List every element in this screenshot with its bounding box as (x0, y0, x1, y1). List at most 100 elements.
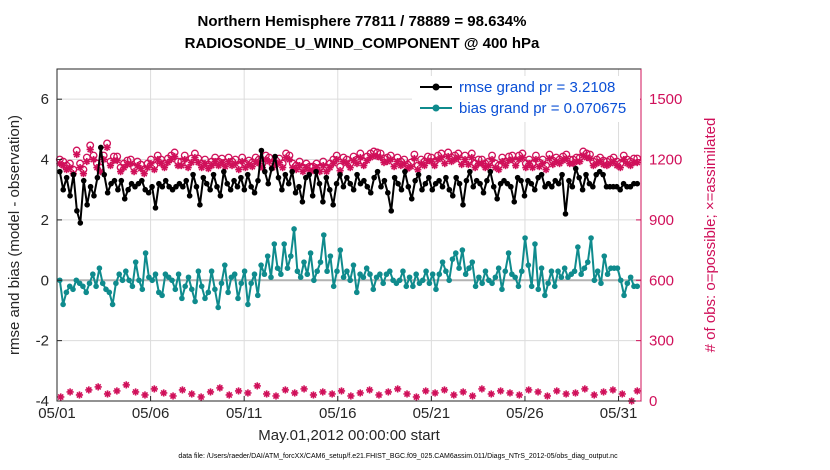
bias-point (327, 253, 334, 259)
bias-point (634, 283, 641, 290)
obs-assimilated-marker (562, 154, 570, 163)
obs-assimilated-marker-stroke (414, 166, 421, 173)
rmse-point (429, 186, 436, 193)
rmse-point (111, 177, 118, 184)
rmse-point (244, 171, 251, 178)
rmse-point (282, 171, 289, 178)
bias-point (284, 265, 291, 272)
bias-point (172, 286, 179, 293)
obs-assimilated-marker-stroke (418, 160, 425, 167)
x-tick-label: 05/16 (319, 405, 357, 422)
bias-point (142, 250, 149, 256)
rmse-point (531, 186, 538, 193)
obs-daily-marker-stroke (441, 386, 448, 394)
bias-point (287, 253, 294, 259)
rmse-point (306, 171, 313, 178)
legend-bias-label: bias grand pr = 0.070675 (459, 100, 626, 117)
obs-daily-marker-stroke (347, 392, 354, 400)
obs-assimilated-marker (390, 162, 398, 171)
obs-daily-marker (169, 392, 177, 400)
obs-assimilated-marker (437, 153, 445, 162)
obs-assimilated-marker (458, 160, 466, 169)
obs-assimilated-marker-stroke (347, 164, 354, 171)
bias-point (330, 283, 337, 290)
obs-assimilated-marker (184, 163, 192, 172)
bias-point (492, 274, 499, 281)
rmse-point (320, 199, 326, 205)
obs-assimilated-marker (127, 159, 135, 168)
obs-assimilated-marker (181, 155, 189, 164)
obs-assimilated-marker-stroke (610, 158, 617, 165)
rmse-point (600, 171, 606, 178)
bias-series-line (58, 228, 638, 309)
obs-assimilated-marker (198, 163, 206, 172)
obs-daily-marker-stroke (300, 385, 308, 393)
rmse-point (569, 183, 576, 190)
bias-point (386, 268, 393, 275)
bias-point (60, 301, 66, 308)
obs-assimilated-marker-stroke (580, 152, 587, 159)
x-axis: 05/01 05/06 05/11 05/16 05/21 05/26 05/31 (38, 396, 637, 422)
bias-point (403, 283, 410, 290)
obs-daily-marker (66, 388, 74, 396)
rmse-point (408, 195, 415, 202)
rmse-point (559, 171, 565, 178)
obs-assimilated-marker-stroke (185, 164, 192, 171)
bias-point (578, 271, 584, 278)
y-right-tick-label: 900 (649, 212, 674, 229)
obs-daily-marker-stroke (516, 391, 523, 399)
obs-daily-marker-stroke (132, 388, 139, 396)
rmse-point (446, 186, 453, 193)
bias-point (258, 262, 264, 268)
bias-point (317, 259, 324, 265)
rmse-point (197, 202, 203, 208)
obs-assimilated-marker-stroke (407, 163, 415, 170)
obs-assimilated-marker (431, 161, 439, 170)
bias-point (621, 292, 627, 299)
bias-point (518, 268, 525, 275)
obs-assimilated-marker-stroke (333, 156, 340, 163)
x-tick-label: 05/31 (600, 405, 638, 422)
obs-daily-marker-stroke (525, 386, 532, 394)
bias-point (436, 271, 443, 278)
bias-point (353, 289, 360, 296)
obs-assimilated-marker (187, 158, 196, 167)
bias-point (456, 265, 462, 272)
obs-assimilated-marker (201, 159, 209, 168)
obs-assimilated-marker-stroke (509, 156, 516, 163)
obs-assimilated-marker (485, 161, 493, 170)
obs-assimilated-marker (586, 154, 594, 163)
rmse-point (234, 183, 241, 190)
bias-point (149, 277, 155, 284)
bias-point (93, 283, 99, 290)
obs-assimilated-marker-stroke (103, 144, 111, 151)
bias-point (70, 286, 76, 293)
obs-assimilated-marker-stroke (218, 159, 226, 166)
obs-daily-marker (206, 388, 215, 396)
obs-daily-marker (412, 393, 420, 401)
obs-daily-marker (337, 387, 346, 395)
bias-point (119, 277, 126, 284)
bias-point (297, 274, 304, 281)
obs-daily-marker-stroke (634, 387, 641, 395)
rmse-point (149, 183, 155, 190)
obs-assimilated-marker-stroke (458, 161, 465, 168)
obs-assimilated-marker (461, 155, 469, 164)
obs-daily-marker-stroke (179, 386, 186, 394)
obs-assimilated-marker (441, 159, 449, 168)
chart-subtitle: RADIOSONDE_U_WIND_COMPONENT @ 400 hPa (185, 35, 540, 52)
obs-daily-marker (216, 384, 224, 392)
obs-assimilated-marker (377, 153, 385, 162)
obs-assimilated-marker (160, 163, 169, 172)
obs-assimilated-marker-stroke (387, 156, 394, 163)
obs-assimilated-marker (79, 170, 88, 178)
bias-point (601, 253, 608, 259)
obs-assimilated-marker (633, 158, 641, 167)
obs-daily-marker-stroke (544, 392, 551, 400)
obs-assimilated-marker-stroke (596, 158, 604, 165)
rmse-point (60, 186, 67, 193)
rmse-point (238, 174, 244, 181)
obs-assimilated-marker-stroke (502, 162, 509, 169)
bias-point (515, 283, 522, 290)
